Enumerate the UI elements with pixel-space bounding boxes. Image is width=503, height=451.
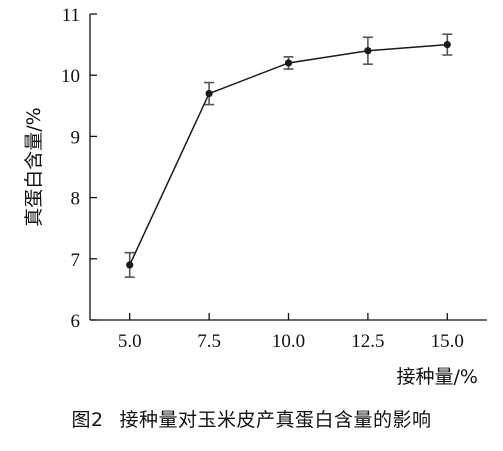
x-tick-label: 12.5 xyxy=(351,331,384,352)
x-axis-title: 接种量/% xyxy=(397,366,478,388)
y-tick-label: 7 xyxy=(71,250,81,271)
y-tick-label: 11 xyxy=(62,5,80,26)
x-tick-label: 15.0 xyxy=(431,331,464,352)
y-tick-label: 10 xyxy=(61,66,80,87)
data-point xyxy=(205,89,213,98)
figure-caption: 图2 接种量对玉米皮产真蛋白含量的影响 xyxy=(0,405,503,432)
caption-text: 接种量对玉米皮产真蛋白含量的影响 xyxy=(119,409,432,431)
data-point xyxy=(284,59,293,67)
x-tick-label: 10.0 xyxy=(272,331,305,352)
x-tick-label: 5.0 xyxy=(118,331,142,352)
y-ticks: 6 7 8 9 10 11 xyxy=(61,5,97,332)
y-tick-label: 6 xyxy=(71,311,81,332)
data-point xyxy=(443,41,451,49)
error-bars xyxy=(124,33,453,278)
data-point xyxy=(126,261,134,269)
y-axis-title: 真蛋白含量/% xyxy=(23,107,45,226)
data-series xyxy=(126,41,451,269)
y-tick-label: 9 xyxy=(71,127,81,148)
x-ticks: 5.0 7.5 10.0 12.5 15.0 xyxy=(118,313,464,352)
data-point xyxy=(364,47,372,55)
figure-number: 图2 xyxy=(71,409,104,431)
series-line xyxy=(129,43,448,266)
y-tick-label: 8 xyxy=(71,189,81,210)
protein-content-chart: 6 7 8 9 10 11 5.0 7.5 10.0 12.5 15.0 接种量/% 真蛋白含量/… xyxy=(23,5,487,388)
x-tick-label: 7.5 xyxy=(197,331,221,352)
